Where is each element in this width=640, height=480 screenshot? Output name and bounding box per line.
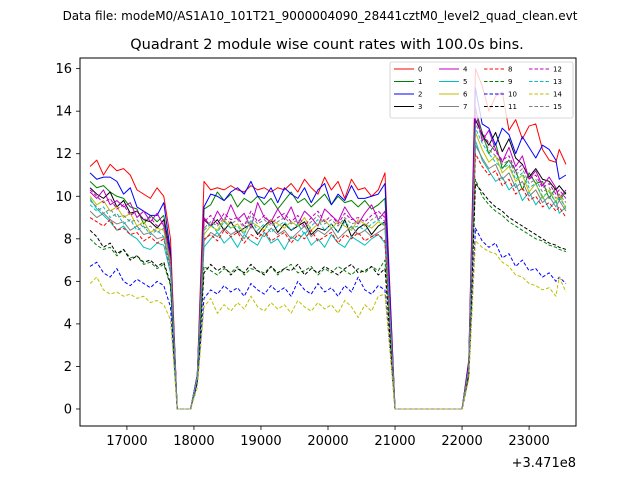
legend-label-7: 7 (463, 103, 467, 111)
legend-box (389, 61, 574, 119)
y-tick-label: 4 (64, 317, 72, 332)
legend-label-1: 1 (418, 78, 422, 86)
series-line-8 (89, 153, 567, 410)
y-tick-label: 8 (64, 232, 72, 247)
data-file-label: Data file: modeM0/AS1A10_101T21_90000040… (63, 9, 578, 23)
y-tick-label: 12 (55, 147, 72, 162)
legend-label-15: 15 (553, 103, 562, 111)
x-offset-label: +3.471e8 (512, 456, 576, 471)
y-tick-label: 10 (55, 190, 72, 205)
x-tick-label: 23000 (508, 434, 549, 449)
legend-label-4: 4 (463, 66, 468, 74)
y-tick-label: 6 (64, 275, 72, 290)
chart-title: Quadrant 2 module wise count rates with … (130, 37, 524, 53)
series-line-9 (89, 178, 567, 410)
legend-label-14: 14 (553, 91, 562, 99)
legend-label-13: 13 (553, 78, 562, 86)
legend-label-12: 12 (553, 66, 562, 74)
series-line-6 (89, 131, 567, 410)
x-tick-label: 20000 (307, 434, 348, 449)
x-tick-label: 17000 (106, 434, 147, 449)
series-line-12 (89, 114, 567, 410)
x-tick-label: 19000 (240, 434, 281, 449)
legend-label-0: 0 (418, 66, 422, 74)
legend-label-5: 5 (463, 78, 467, 86)
y-axis: 0 2 4 6 8 10 12 14 16 (55, 62, 80, 417)
y-tick-label: 16 (55, 62, 72, 77)
series-line-15 (89, 123, 567, 410)
y-tick-label: 0 (64, 402, 72, 417)
series-line-10 (89, 227, 567, 410)
x-tick-label: 22000 (441, 434, 482, 449)
y-tick-label: 2 (64, 360, 72, 375)
series-line-13 (89, 127, 567, 410)
x-tick-label: 18000 (173, 434, 214, 449)
series-line-14 (89, 240, 567, 410)
y-tick-label: 14 (55, 105, 72, 120)
legend-label-11: 11 (508, 103, 517, 111)
x-tick-label: 21000 (374, 434, 415, 449)
legend-label-8: 8 (508, 66, 512, 74)
legend-label-9: 9 (508, 78, 512, 86)
legend-label-10: 10 (508, 91, 517, 99)
x-axis: 17000 18000 19000 20000 21000 22000 23000 (106, 426, 550, 449)
legend-label-6: 6 (463, 91, 468, 99)
series-line-5 (89, 140, 567, 410)
series-line-11 (89, 183, 567, 410)
series-lines (89, 68, 567, 410)
legend-label-2: 2 (418, 91, 422, 99)
series-line-2 (89, 87, 567, 410)
legend-label-3: 3 (418, 103, 422, 111)
